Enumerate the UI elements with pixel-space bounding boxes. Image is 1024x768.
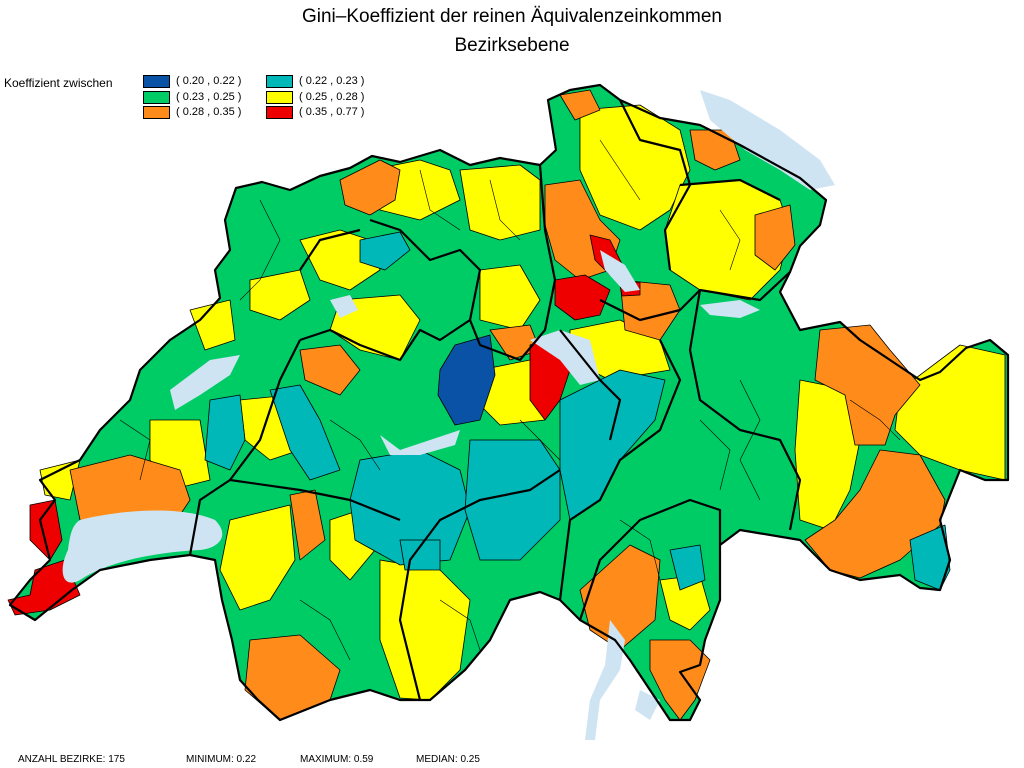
region-fill [269,384,341,481]
region-fill [204,394,246,471]
canton-border [599,271,791,322]
legend-text: ( 0.25 , 0.28 ) [299,91,365,103]
legend-text: ( 0.22 , 0.23 ) [299,75,365,87]
canton-border [398,469,561,701]
lake [62,510,223,583]
legend-swatch [143,75,170,88]
lake [170,355,240,410]
footer-minimum: MINIMUM: 0.22 [186,754,257,765]
legend-swatch [266,106,293,119]
region-fill [804,449,946,579]
region-fill [559,89,601,121]
canton-border [299,218,482,362]
footer-count: ANZAHL BEZIRKE: 175 [18,754,125,765]
canton-border [679,178,781,201]
district-border [849,399,901,441]
region-fill [339,159,401,216]
district-border [439,599,481,651]
region-fill [464,439,561,561]
canton-border [558,339,682,601]
legend-text: ( 0.28 , 0.35 ) [176,106,242,118]
region-fill [349,449,471,566]
canton-border [229,478,401,522]
district-border [519,419,561,461]
region-fill [479,264,541,331]
district-border [489,179,521,241]
canton-border [578,498,722,621]
national-border [8,83,1010,722]
lake [600,250,640,292]
legend-swatch [266,75,293,88]
legend-text: ( 0.35 , 0.77 ) [299,106,365,118]
footer-median: MEDIAN: 0.25 [416,754,480,765]
region-fill [399,539,441,571]
region-fill [379,559,471,701]
legend-swatch [266,91,293,104]
map-subtitle: Bezirksebene [454,35,570,56]
region-fill [249,269,311,321]
region-fill [554,274,611,321]
legend-swatch [143,106,170,119]
region-fill [579,544,661,651]
region-fill [299,344,361,396]
lake [700,90,835,190]
district-border [299,599,351,661]
legend-text: ( 0.20 , 0.22 ) [176,75,242,87]
region-fill [579,104,691,231]
district-border [119,419,151,481]
region-fill [909,524,951,591]
district-border [739,379,761,501]
canton-border [559,329,622,441]
region-fill [437,334,496,426]
region-fill [219,504,296,611]
district-border [239,199,281,301]
district-border [719,209,741,271]
canton-border [619,99,692,271]
region-fill [29,499,63,561]
district-border [619,519,661,581]
lake [380,430,460,455]
map-title: Gini–Koeffizient der reinen Äquivalenzei… [301,6,722,27]
canton-border [688,289,802,531]
district-border [599,139,641,201]
region-fill [189,299,236,351]
legend-label: Koeffizient zwischen [4,76,113,90]
canton-border [468,164,557,362]
district-border [329,419,381,471]
lake [530,330,600,385]
canton-border [299,228,361,271]
legend-text: ( 0.23 , 0.25 ) [176,91,242,103]
district-border [699,419,731,491]
region-fill [754,204,796,271]
region-fill [459,164,541,241]
region-fill [359,231,411,271]
region-fill [669,544,706,591]
district-border [419,169,461,231]
lake [700,300,760,318]
legend-swatch [143,91,170,104]
lake [585,620,625,740]
footer-maximum: MAXIMUM: 0.59 [300,754,374,765]
lake [330,295,358,318]
canton-border [188,339,301,556]
region-fill [649,639,711,721]
